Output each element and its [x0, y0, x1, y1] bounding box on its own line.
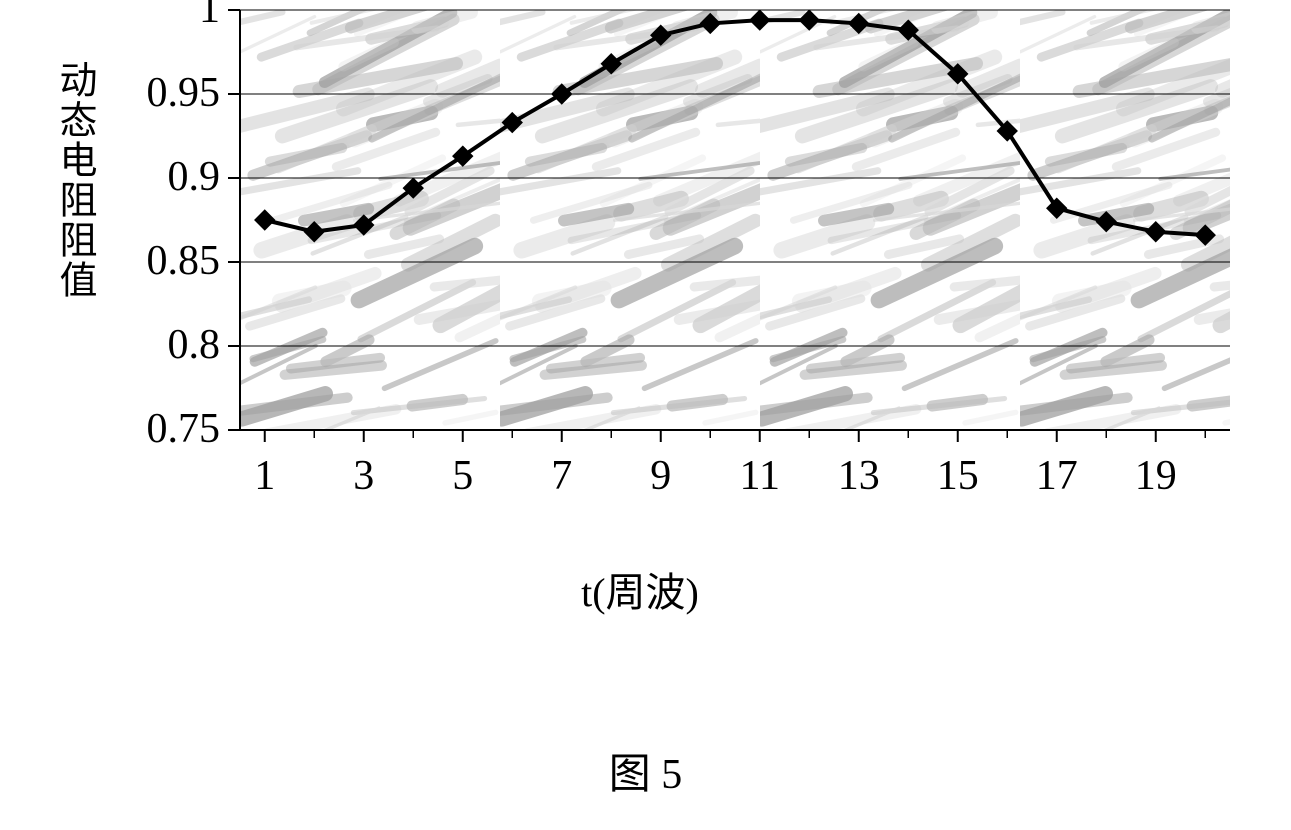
x-axis-label: t(周波) — [40, 560, 1240, 618]
y-tick-label: 0.8 — [70, 321, 220, 369]
y-tick-label: 1 — [70, 0, 220, 33]
x-tick-label: 13 — [838, 452, 880, 500]
x-tick-label: 11 — [740, 452, 780, 500]
y-tick-label: 0.75 — [70, 405, 220, 453]
y-tick-label: 0.9 — [70, 153, 220, 201]
x-tick-label: 7 — [551, 452, 572, 500]
x-tick-label: 5 — [452, 452, 473, 500]
chart-svg — [40, 0, 1240, 640]
y-tick-label: 0.85 — [70, 237, 220, 285]
x-tick-label: 19 — [1135, 452, 1177, 500]
y-tick-label: 0.95 — [70, 69, 220, 117]
x-tick-label: 1 — [254, 452, 275, 500]
x-tick-label: 9 — [650, 452, 671, 500]
figure-caption: 图 5 — [0, 740, 1291, 801]
figure: 动态电阻阻值 t(周波) 0.750.80.850.90.95113579111… — [0, 0, 1291, 830]
x-tick-label: 15 — [937, 452, 979, 500]
x-tick-label: 3 — [353, 452, 374, 500]
x-tick-label: 17 — [1036, 452, 1078, 500]
chart-container: 动态电阻阻值 t(周波) 0.750.80.850.90.95113579111… — [40, 0, 1240, 640]
